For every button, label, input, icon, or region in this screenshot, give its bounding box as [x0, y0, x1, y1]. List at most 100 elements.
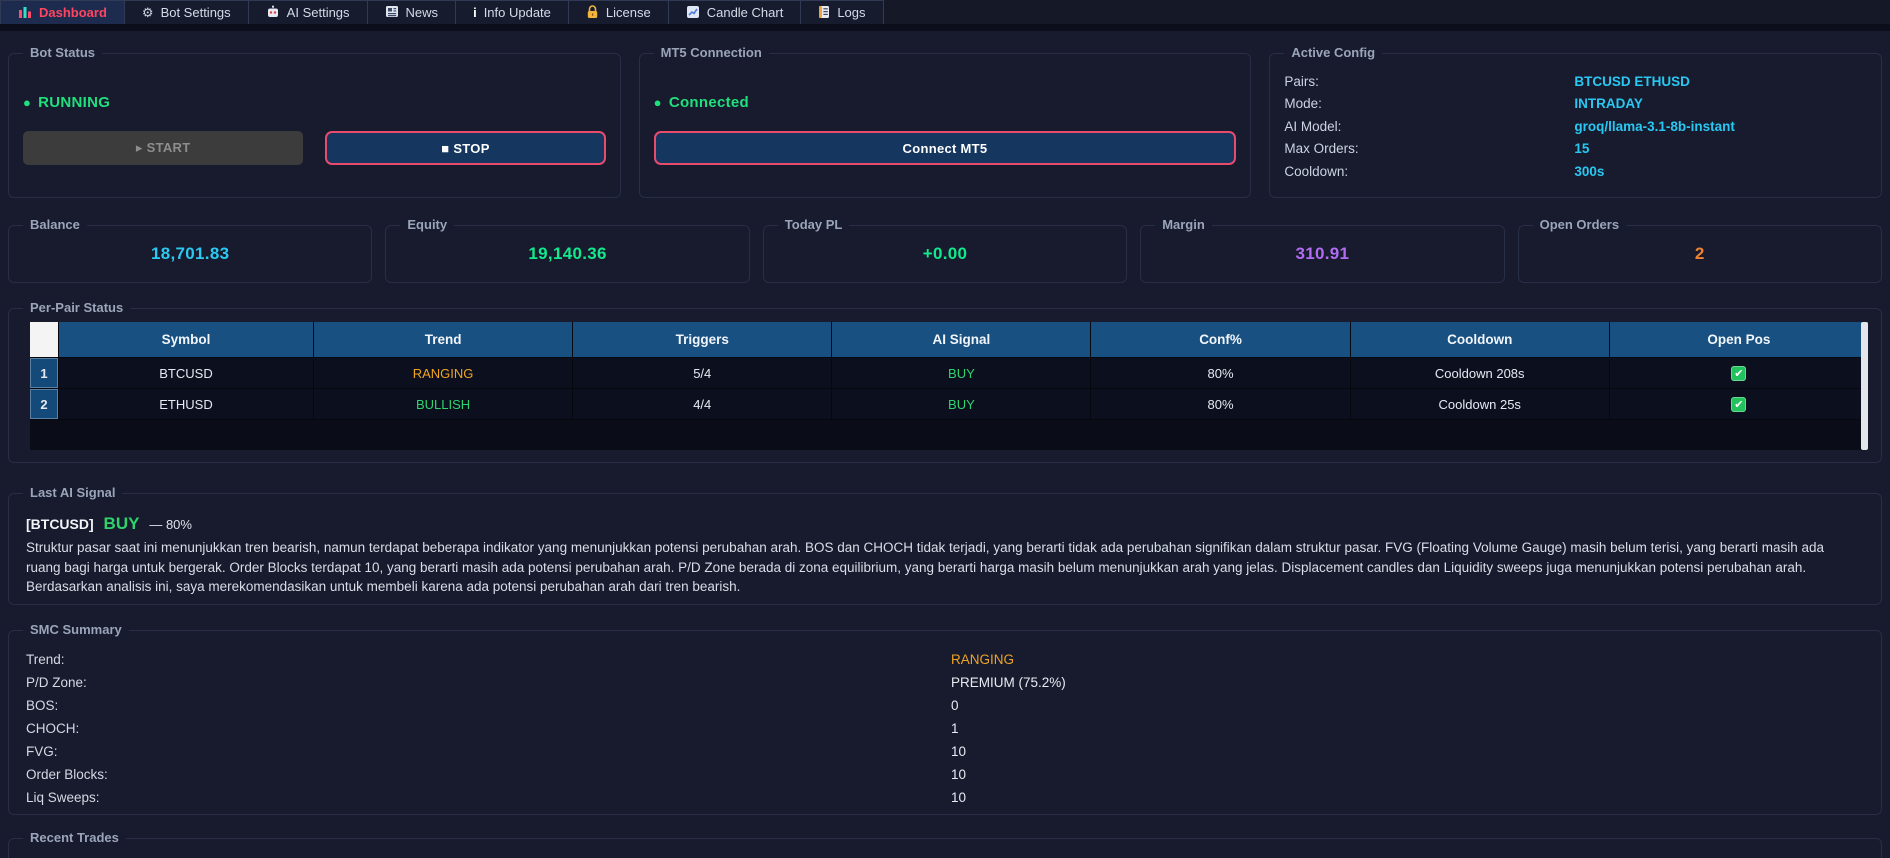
open-pos-checkbox[interactable]: ✔ [1731, 365, 1747, 381]
smc-label: BOS: [26, 698, 59, 713]
margin-value: 310.91 [1295, 244, 1350, 263]
cell-triggers[interactable]: 5/4 [573, 358, 832, 388]
gear-icon: ⚙ [141, 5, 154, 20]
tab-label: Bot Settings [160, 5, 231, 20]
column-header-triggers[interactable]: Triggers [573, 322, 832, 357]
tab-candle-chart[interactable]: Candle Chart [668, 0, 802, 24]
smc-label: Trend: [26, 652, 65, 667]
config-row-cooldown: Cooldown: 300s [1284, 160, 1867, 183]
signal-analysis-text: Struktur pasar saat ini menunjukkan tren… [26, 540, 1824, 594]
smc-value: 1 [951, 721, 959, 736]
cell-trend[interactable]: RANGING [314, 358, 573, 388]
config-value: groq/llama-3.1-8b-instant [1574, 118, 1735, 134]
cell-ai-signal[interactable]: BUY [832, 389, 1091, 419]
smc-value: 10 [951, 767, 967, 782]
cell-cooldown[interactable]: Cooldown 25s [1350, 389, 1609, 419]
equity-label: Equity [400, 217, 455, 232]
smc-label: FVG: [26, 744, 58, 759]
tab-ai-settings[interactable]: AI Settings [248, 0, 368, 24]
tab-logs[interactable]: Logs [801, 0, 884, 24]
column-header-conf[interactable]: Conf% [1091, 322, 1350, 357]
smc-value: 0 [951, 698, 959, 713]
cell-conf[interactable]: 80% [1091, 389, 1350, 419]
last-ai-signal-panel: Last AI Signal [BTCUSD] BUY — 80% Strukt… [8, 485, 1882, 605]
tab-dashboard[interactable]: Dashboard [0, 0, 125, 24]
config-value: BTCUSD ETHUSD [1574, 73, 1690, 89]
tab-label: News [405, 5, 439, 20]
tab-label: AI Settings [286, 5, 350, 20]
mt5-status-indicator: ● Connected [654, 94, 1237, 111]
column-header-symbol[interactable]: Symbol [59, 322, 313, 357]
table-corner-cell[interactable] [30, 322, 58, 357]
column-header-ai-signal[interactable]: AI Signal [832, 322, 1091, 357]
cell-open-pos[interactable]: ✔ [1609, 389, 1868, 419]
smc-summary-legend: SMC Summary [23, 622, 129, 637]
active-config-panel: Active Config Pairs: BTCUSD ETHUSD Mode:… [1269, 45, 1882, 198]
config-value: 15 [1574, 141, 1590, 157]
smc-row-liq-sweeps: Liq Sweeps: 10 [26, 786, 1864, 809]
smc-value: PREMIUM (75.2%) [951, 675, 1066, 690]
tab-license[interactable]: License [568, 0, 669, 24]
open-orders-label: Open Orders [1532, 217, 1627, 232]
mt5-status-text: Connected [668, 94, 750, 111]
nav-spacer [883, 0, 1890, 24]
row-header[interactable]: 2 [30, 389, 58, 419]
bot-status-legend: Bot Status [23, 45, 102, 60]
config-row-ai-model: AI Model: groq/llama-3.1-8b-instant [1284, 115, 1867, 138]
mt5-connection-panel: MT5 Connection ● Connected Connect MT5 [638, 45, 1252, 198]
cell-trend[interactable]: BULLISH [314, 389, 573, 419]
config-row-mode: Mode: INTRADAY [1284, 93, 1867, 116]
column-header-cooldown[interactable]: Cooldown [1350, 322, 1609, 357]
news-icon [385, 5, 399, 20]
tab-label: Dashboard [39, 5, 107, 20]
cell-triggers[interactable]: 4/4 [573, 389, 832, 419]
column-header-trend[interactable]: Trend [314, 322, 573, 357]
status-dot-icon: ● [653, 95, 662, 110]
connect-mt5-button[interactable]: Connect MT5 [653, 131, 1237, 165]
row-header[interactable]: 1 [30, 358, 58, 388]
cell-symbol[interactable]: BTCUSD [59, 358, 313, 388]
config-label: AI Model: [1284, 118, 1342, 134]
per-pair-legend: Per-Pair Status [23, 300, 131, 315]
config-row-pairs: Pairs: BTCUSD ETHUSD [1284, 70, 1867, 93]
equity-value: 19,140.36 [528, 244, 607, 263]
tab-bot-settings[interactable]: ⚙ Bot Settings [124, 0, 249, 24]
open-orders-value: 2 [1694, 244, 1705, 263]
bot-status-indicator: ● RUNNING [23, 94, 606, 111]
smc-row-trend: Trend: RANGING [26, 648, 1864, 671]
cell-symbol[interactable]: ETHUSD [59, 389, 313, 419]
tab-info-update[interactable]: i Info Update [456, 0, 569, 24]
config-label: Cooldown: [1284, 163, 1349, 179]
table-vertical-scrollbar[interactable] [1861, 322, 1868, 450]
recent-trades-legend: Recent Trades [23, 830, 126, 845]
smc-row-pd-zone: P/D Zone: PREMIUM (75.2%) [26, 671, 1864, 694]
open-pos-checkbox[interactable]: ✔ [1731, 396, 1747, 412]
cell-open-pos[interactable]: ✔ [1609, 358, 1868, 388]
cell-ai-signal[interactable]: BUY [832, 358, 1091, 388]
bot-status-text: RUNNING [38, 94, 111, 111]
smc-label: CHOCH: [26, 721, 80, 736]
start-button[interactable]: ▸ START [23, 131, 304, 165]
per-pair-table: Symbol Trend Triggers AI Signal Conf% Co… [30, 322, 1868, 450]
tab-label: License [605, 5, 651, 20]
chart-icon [686, 5, 700, 21]
cell-conf[interactable]: 80% [1091, 358, 1350, 388]
tab-label: Logs [837, 5, 866, 20]
table-empty-area [30, 420, 1868, 450]
cell-cooldown[interactable]: Cooldown 208s [1350, 358, 1609, 388]
config-row-max-orders: Max Orders: 15 [1284, 138, 1867, 161]
robot-icon [266, 5, 280, 21]
per-pair-status-panel: Per-Pair Status Symbol Trend Triggers AI… [8, 300, 1882, 463]
smc-value: RANGING [951, 652, 1015, 667]
smc-label: P/D Zone: [26, 675, 87, 690]
smc-summary-panel: SMC Summary Trend: RANGING P/D Zone: PRE… [8, 622, 1882, 815]
column-header-open-pos[interactable]: Open Pos [1609, 322, 1868, 357]
smc-row-bos: BOS: 0 [26, 694, 1864, 717]
stop-button[interactable]: ■ STOP [325, 131, 606, 165]
balance-card: Balance 18,701.83 [8, 217, 373, 283]
dashboard-icon [18, 5, 32, 21]
recent-trades-panel: Recent Trades [8, 830, 1882, 858]
smc-label: Liq Sweeps: [26, 790, 100, 805]
config-value: INTRADAY [1574, 96, 1643, 112]
tab-news[interactable]: News [367, 0, 457, 24]
